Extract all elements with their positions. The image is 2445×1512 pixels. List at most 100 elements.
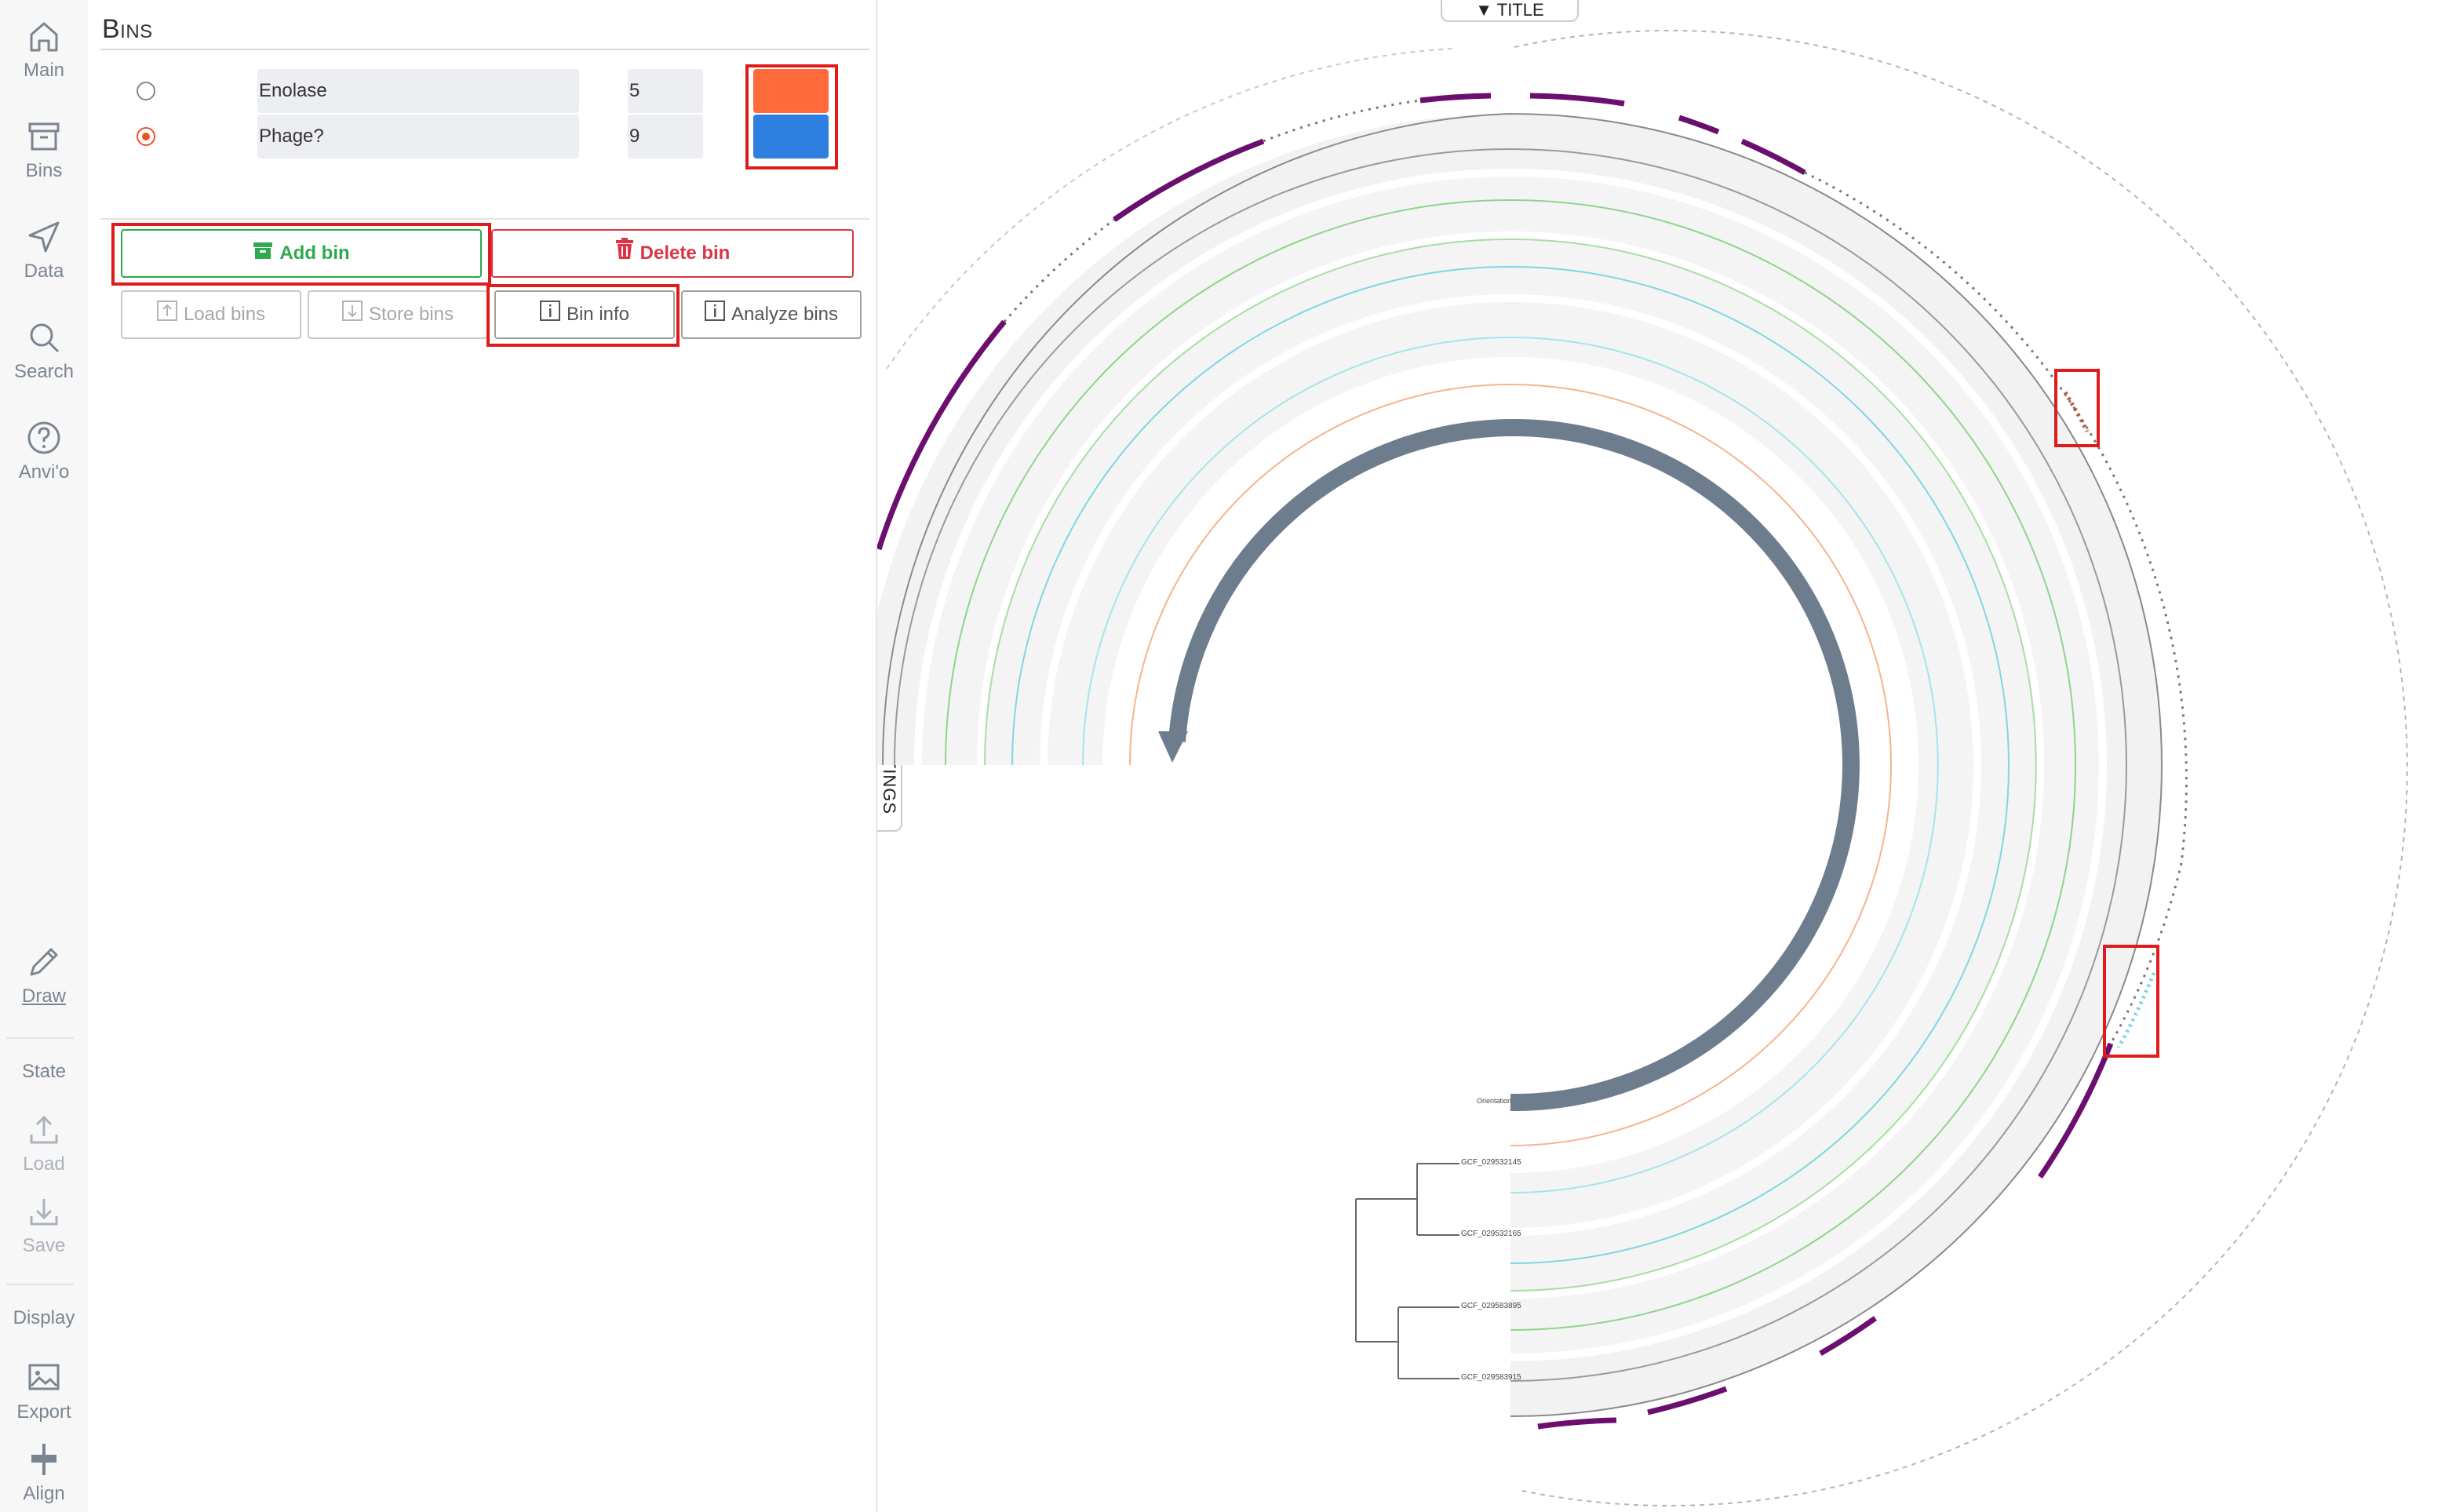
green-coverage-line xyxy=(984,238,2037,1292)
info-icon xyxy=(539,293,560,338)
highlight-box xyxy=(2103,945,2159,1058)
genome-label: GCF_029583895 xyxy=(1461,1302,1521,1310)
track-background xyxy=(877,113,2162,1416)
download-icon xyxy=(341,293,363,338)
download-icon xyxy=(30,1199,58,1226)
purple-gene-track xyxy=(1529,93,1625,107)
nav-divider xyxy=(6,1284,74,1285)
orientation-ring xyxy=(1168,419,1860,1112)
nav-search[interactable]: Search xyxy=(0,319,88,383)
nav-main-label: Main xyxy=(23,60,65,81)
bin-radio-enolase[interactable] xyxy=(137,82,155,100)
settings-tab[interactable]: ◀ SETTINGS xyxy=(877,695,902,832)
nav-display-label: Display xyxy=(13,1307,75,1328)
orientation-label: Orientation xyxy=(1477,1097,1512,1105)
nav-export-label: Export xyxy=(16,1401,71,1423)
nav-bins-label: Bins xyxy=(25,160,63,181)
trash-icon xyxy=(615,231,634,277)
panel-divider xyxy=(100,218,869,220)
archive-icon xyxy=(253,231,273,277)
nav-align-label: Align xyxy=(23,1483,65,1504)
image-icon xyxy=(28,1364,60,1390)
settings-tab-label: SETTINGS xyxy=(880,722,899,815)
nav-align[interactable]: Align xyxy=(0,1441,88,1505)
bin-color-swatch[interactable] xyxy=(753,115,829,158)
load-bins-label: Load bins xyxy=(183,304,266,325)
analyze-bins-label: Analyze bins xyxy=(731,304,839,325)
genome-label: GCF_029532165 xyxy=(1461,1230,1521,1238)
store-bins-label: Store bins xyxy=(368,304,454,325)
outer-dashed-ring xyxy=(1514,29,2408,1507)
search-icon xyxy=(30,323,60,353)
track-background xyxy=(1048,301,1973,1228)
nav-main[interactable]: Main xyxy=(0,17,88,82)
purple-gene-track xyxy=(2038,1042,2114,1179)
nav-data-label: Data xyxy=(24,261,64,282)
outer-dashed-ring-left xyxy=(886,48,1452,370)
nav-anvio-label: Anvi'o xyxy=(18,461,70,483)
orientation-arrowhead xyxy=(1158,731,1188,763)
bin-name-text: Enolase xyxy=(259,80,327,101)
panel-title: Bins xyxy=(102,14,153,45)
store-bins-button[interactable]: Store bins xyxy=(308,290,488,339)
nav-bins[interactable]: Bins xyxy=(0,118,88,182)
delete-bin-label: Delete bin xyxy=(639,242,731,264)
bin-color-swatch[interactable] xyxy=(753,69,829,113)
purple-gene-track xyxy=(1819,1316,1878,1357)
bin-count: 5 xyxy=(628,69,703,113)
orange-coverage-line xyxy=(1129,383,1892,1146)
nav-anvio[interactable]: Anvi'o xyxy=(0,419,88,483)
nav-load-label: Load xyxy=(23,1153,65,1175)
purple-gene-track xyxy=(1419,93,1492,104)
nav-search-label: Search xyxy=(13,361,75,382)
purple-gene-track xyxy=(1537,1417,1617,1430)
bin-name-text: Phage? xyxy=(259,126,324,147)
bin-radio-phage[interactable] xyxy=(137,127,155,146)
purple-gene-track xyxy=(1647,1386,1728,1415)
delete-bin-button[interactable]: Delete bin xyxy=(491,229,854,278)
nav-draw-label: Draw xyxy=(21,986,66,1007)
gray-coverage-line xyxy=(894,148,2127,1382)
analyze-bins-button[interactable]: Analyze bins xyxy=(681,290,862,339)
highlight-box xyxy=(2054,369,2100,447)
bins-panel: Bins Enolase 5 Phage? 9 Add bin Delete b… xyxy=(88,0,877,1512)
bin-count-text: 9 xyxy=(629,126,640,147)
bin-count-text: 5 xyxy=(629,80,640,101)
cyan-highlighted-genes xyxy=(2116,972,2156,1049)
cyan-coverage-line xyxy=(1082,336,1939,1193)
load-bins-button[interactable]: Load bins xyxy=(121,290,301,339)
bin-name-field[interactable]: Phage? xyxy=(257,115,579,158)
purple-gene-track xyxy=(1740,138,1806,176)
nav-data[interactable]: Data xyxy=(0,218,88,282)
genome-label: GCF_029532145 xyxy=(1461,1158,1521,1167)
nav-state-label: State xyxy=(21,1061,67,1082)
nav-load[interactable]: Load xyxy=(0,1111,88,1175)
title-divider xyxy=(100,49,869,50)
bin-name-field[interactable]: Enolase xyxy=(257,69,579,113)
bin-info-label: Bin info xyxy=(566,304,630,325)
panel-title-text: Bins xyxy=(102,14,153,44)
bin-count: 9 xyxy=(628,115,703,158)
align-icon xyxy=(31,1444,56,1475)
red-highlighted-genes xyxy=(2063,391,2090,433)
nav-save[interactable]: Save xyxy=(0,1193,88,1257)
add-bin-label: Add bin xyxy=(279,242,350,264)
pencil-icon xyxy=(30,948,58,976)
track-background xyxy=(985,239,2036,1291)
triangle-left-icon: ◀ xyxy=(882,703,895,720)
send-icon xyxy=(28,221,60,253)
nav-divider xyxy=(6,1037,74,1039)
add-bin-button[interactable]: Add bin xyxy=(121,229,482,278)
upload-icon xyxy=(30,1115,58,1144)
genome-label: GCF_029583915 xyxy=(1461,1373,1521,1382)
nav-draw[interactable]: Draw xyxy=(0,943,88,1007)
title-tab[interactable]: ▼ TITLE xyxy=(1441,0,1579,22)
purple-gene-track xyxy=(1678,115,1720,135)
bin-info-button[interactable]: Bin info xyxy=(494,290,675,339)
dotted-gene-ring xyxy=(1804,171,2188,1044)
upload-icon xyxy=(156,293,177,338)
purple-gene-track xyxy=(877,319,1007,551)
gray-coverage-line xyxy=(882,112,2163,1417)
nav-export[interactable]: Export xyxy=(0,1359,88,1423)
cyan-coverage-line xyxy=(1011,265,2010,1264)
